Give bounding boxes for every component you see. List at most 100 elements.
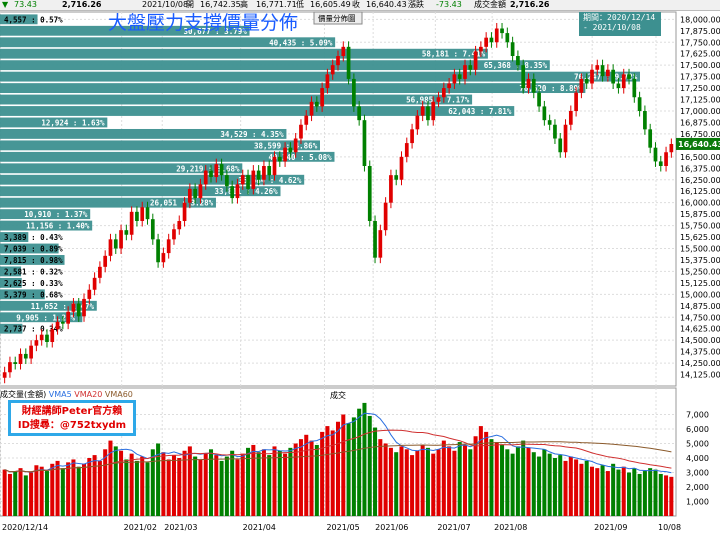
volume-bar [394, 452, 399, 516]
candle-body [87, 289, 92, 299]
candle-body [616, 83, 621, 89]
volume-bar [103, 449, 108, 516]
volume-bar [425, 447, 430, 516]
profile-bar-label: 58,181 : 7.41% [422, 50, 486, 59]
candle-body [537, 92, 541, 107]
candle-body [76, 303, 81, 317]
candle-body [203, 170, 208, 185]
candle-body [420, 106, 425, 116]
candle-body [452, 74, 457, 84]
volume-label: 成交量(金額) [0, 390, 47, 399]
profile-bar [0, 277, 22, 288]
volume-bar [404, 449, 409, 516]
volume-bar [283, 453, 288, 516]
price-tick-label: 14,875.00 [680, 302, 720, 311]
profile-bar-label: 7,039 : 0.89% [4, 245, 63, 254]
volume-bar [500, 444, 505, 516]
header-high-label: 高 [240, 0, 248, 9]
candle-body [457, 74, 462, 79]
volume-bar [605, 471, 610, 516]
down-arrow-icon: ▼ [2, 0, 9, 9]
dist-chart-button-label[interactable]: 價量分佈圖 [318, 13, 356, 23]
volume-tick-label: 4,000 [686, 454, 709, 463]
profile-bar [0, 243, 59, 254]
candle-body [436, 97, 441, 102]
vma5-label: VMA5 [48, 390, 72, 399]
volume-bar [309, 440, 314, 516]
price-tick-label: 15,250.00 [680, 267, 720, 276]
candle-body [246, 175, 250, 189]
candle-body [611, 69, 616, 84]
candle-body [267, 166, 272, 176]
candle-body [262, 166, 266, 180]
candle-body [568, 111, 573, 125]
profile-bar [0, 220, 93, 231]
candle-body [230, 186, 235, 199]
volume-bar [542, 449, 547, 516]
candle-body [658, 161, 663, 166]
profile-bar [0, 25, 250, 36]
volume-bar [473, 436, 478, 516]
header-close: 16,640.43 [366, 0, 407, 9]
profile-bar-label: 76,247 : 9.72% [574, 73, 638, 82]
candle-body [542, 106, 547, 121]
candle-body [505, 33, 510, 43]
volume-bar [145, 462, 150, 516]
volume-bar [224, 456, 229, 516]
volume-bar [182, 450, 187, 516]
volume-bar [335, 421, 341, 516]
price-tick-label: 17,625.00 [680, 50, 720, 59]
profile-bar [0, 140, 320, 151]
candle-body [341, 46, 346, 56]
profile-bar [0, 117, 108, 128]
candle-body [8, 362, 12, 373]
profile-bar-label: 9,905 : 1.25% [16, 313, 75, 322]
volume-bar [50, 463, 55, 516]
profile-bar-label: 34,529 : 4.35% [220, 130, 284, 139]
volume-bar [7, 473, 12, 516]
profile-bar-label: 36,684 : 4.62% [238, 176, 302, 185]
x-axis-label: 10/08 [658, 523, 681, 532]
candle-body [256, 170, 261, 180]
dist-chart-button [313, 11, 363, 25]
price-tick-label: 16,375.00 [680, 164, 720, 173]
volume-bar [314, 444, 319, 516]
x-axis-label: 2021/05 [326, 523, 359, 532]
volume-bar [521, 440, 526, 516]
candle-body [50, 329, 55, 342]
candle-body [18, 353, 23, 364]
vma20-line [4, 429, 672, 473]
candle-body [473, 51, 478, 70]
profile-bar [0, 48, 488, 59]
candle-body [45, 334, 49, 342]
volume-bar [526, 447, 531, 516]
profile-bar-label: 29,219 : 3.68% [176, 164, 240, 173]
volume-bar [378, 439, 383, 516]
candle-body [23, 353, 28, 359]
candle-body [113, 239, 118, 249]
volume-bar [13, 471, 18, 516]
chart-title: 大盤壓力支撐價量分佈 [108, 12, 299, 34]
volume-bar [510, 453, 515, 516]
profile-bar [0, 266, 22, 277]
candle-body [526, 78, 531, 89]
candle-body [150, 219, 155, 240]
profile-bar-label: 7,815 : 0.98% [4, 256, 63, 265]
volume-bar [39, 466, 44, 516]
volume-bar [71, 459, 76, 516]
profile-bar [0, 94, 473, 105]
header-low: 16,605.49 [310, 0, 351, 9]
volume-bar [357, 408, 362, 516]
volume-bar [441, 440, 446, 516]
volume-bar [129, 453, 134, 516]
volume-bar [55, 460, 60, 516]
volume-bar [76, 466, 81, 516]
candle-body [632, 78, 637, 98]
volume-bar [320, 431, 325, 516]
profile-bar-label: 40,340 : 5.08% [268, 153, 332, 162]
volume-bar [436, 449, 441, 516]
volume-bar [452, 450, 457, 516]
volume-bar [267, 455, 272, 516]
vma60-line [4, 441, 672, 473]
candle-body [325, 74, 330, 89]
